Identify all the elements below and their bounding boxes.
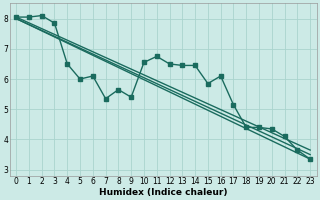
- X-axis label: Humidex (Indice chaleur): Humidex (Indice chaleur): [99, 188, 228, 197]
